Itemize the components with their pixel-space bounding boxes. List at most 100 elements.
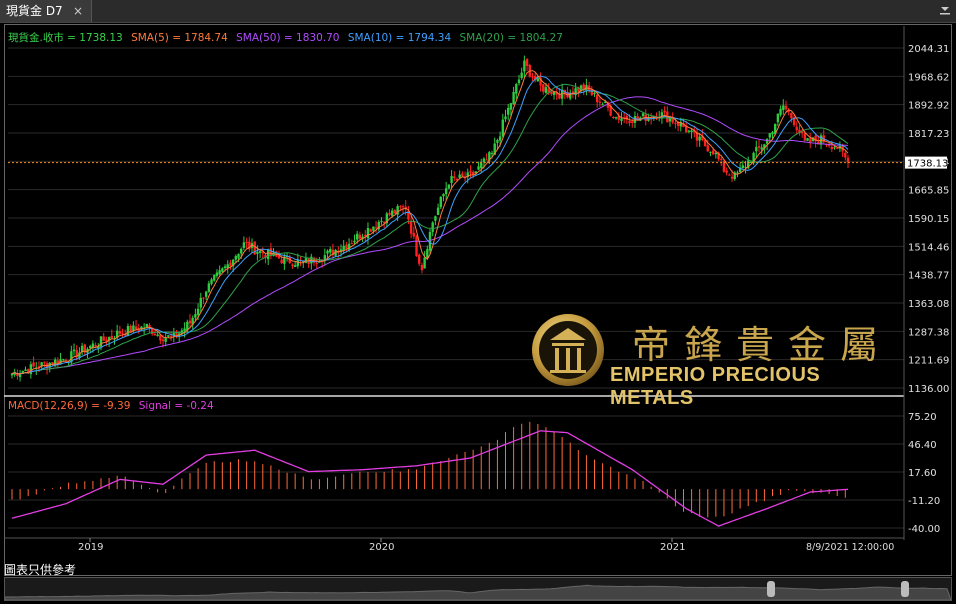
candle-body <box>342 245 345 251</box>
candle-body <box>765 138 769 144</box>
candle-body <box>523 60 526 72</box>
candle-body <box>488 152 491 161</box>
candle-body <box>240 248 243 254</box>
candle-body <box>191 317 194 325</box>
candle-body <box>604 101 607 104</box>
candle-body <box>329 249 332 253</box>
candle-body <box>806 138 809 141</box>
candle-body <box>668 118 672 122</box>
candle-body <box>593 92 596 94</box>
candle-body <box>62 359 65 361</box>
candle-body <box>72 349 76 352</box>
close-icon[interactable]: × <box>72 4 84 18</box>
signal-line <box>11 430 849 527</box>
candle-body <box>444 188 448 195</box>
candle-body <box>423 257 426 269</box>
scroll-handle-right[interactable] <box>901 581 909 597</box>
candle-body <box>547 88 550 94</box>
candle-body <box>388 212 391 215</box>
candle-body <box>97 346 100 349</box>
candle-body <box>126 326 130 336</box>
candle-body <box>213 275 216 281</box>
candle-body <box>436 207 440 215</box>
candle-body <box>223 266 227 269</box>
candle-body <box>738 167 742 173</box>
candle-body <box>749 162 753 164</box>
candle-body <box>199 297 202 308</box>
candle-body <box>412 232 416 237</box>
emperio-logo: 帝鋒貴金屬 EMPERIO PRECIOUS METALS <box>528 310 908 409</box>
price-tick-label: 2044.31 <box>908 44 949 55</box>
legend-close: 現貨金.收市 = 1738.13 <box>8 32 123 44</box>
scroll-handle-left[interactable] <box>767 581 775 597</box>
candle-body <box>129 326 132 333</box>
candle-body <box>253 241 256 255</box>
candle-body <box>720 158 723 160</box>
candle-body <box>132 325 135 331</box>
candle-body <box>75 350 78 358</box>
candle-body <box>606 102 610 108</box>
candle-body <box>24 369 27 372</box>
candle-body <box>542 84 545 92</box>
price-legend: 現貨金.收市 = 1738.13 SMA(5) = 1784.74 SMA(50… <box>8 30 568 45</box>
candle-body <box>690 130 693 133</box>
candle-body <box>571 91 575 95</box>
candle-body <box>105 339 108 342</box>
candle-body <box>83 344 87 353</box>
current-price-label: 1738.13 <box>907 159 948 170</box>
candle-body <box>787 109 790 113</box>
candle-body <box>453 176 456 178</box>
candle-body <box>242 242 246 249</box>
candle-body <box>159 334 162 341</box>
candle-body <box>779 108 782 115</box>
candle-body <box>596 94 599 103</box>
candle-body <box>614 117 618 119</box>
candle-body <box>800 131 804 134</box>
candle-body <box>51 362 54 365</box>
candle-body <box>374 227 378 229</box>
candle-body <box>844 152 847 158</box>
candle-body <box>757 146 761 148</box>
price-tick-label: 1817.23 <box>908 129 949 140</box>
candle-body <box>498 136 502 141</box>
candle-body <box>261 251 264 254</box>
candle-body <box>625 115 629 120</box>
candle-body <box>609 106 612 116</box>
candle-body <box>695 131 699 141</box>
candle-body <box>26 369 30 374</box>
candle-body <box>771 132 774 135</box>
candle-body <box>142 328 146 330</box>
candle-body <box>531 76 534 78</box>
candle-body <box>358 234 362 239</box>
candle-body <box>768 133 771 138</box>
candle-body <box>684 125 688 133</box>
candle-body <box>80 345 84 353</box>
candle-body <box>221 268 224 272</box>
candle-body <box>474 171 478 174</box>
candle-body <box>172 333 176 336</box>
scrollbar-preview <box>5 584 951 600</box>
macd-tick-label: -40.00 <box>908 524 940 535</box>
candle-body <box>782 105 785 110</box>
candle-body <box>226 264 229 268</box>
candle-body <box>210 279 213 284</box>
emperio-emblem-icon <box>532 314 604 386</box>
price-tick-label: 1892.92 <box>908 101 949 112</box>
candle-body <box>391 210 394 216</box>
candle-body <box>269 248 273 256</box>
candle-body <box>463 177 467 179</box>
time-scrollbar[interactable] <box>4 577 952 601</box>
dropdown-arrow-icon[interactable] <box>938 2 952 18</box>
candle-body <box>582 84 585 90</box>
tab-gold-d7[interactable]: 現貨金 D7 <box>0 0 92 22</box>
candle-body <box>407 210 410 220</box>
candle-body <box>676 121 680 126</box>
candle-body <box>579 85 583 91</box>
candle-body <box>161 339 165 342</box>
candle-body <box>234 256 238 260</box>
candle-body <box>369 229 372 232</box>
candle-body <box>331 249 335 255</box>
macd-tick-label: 17.60 <box>908 468 937 479</box>
candle-body <box>485 159 488 161</box>
